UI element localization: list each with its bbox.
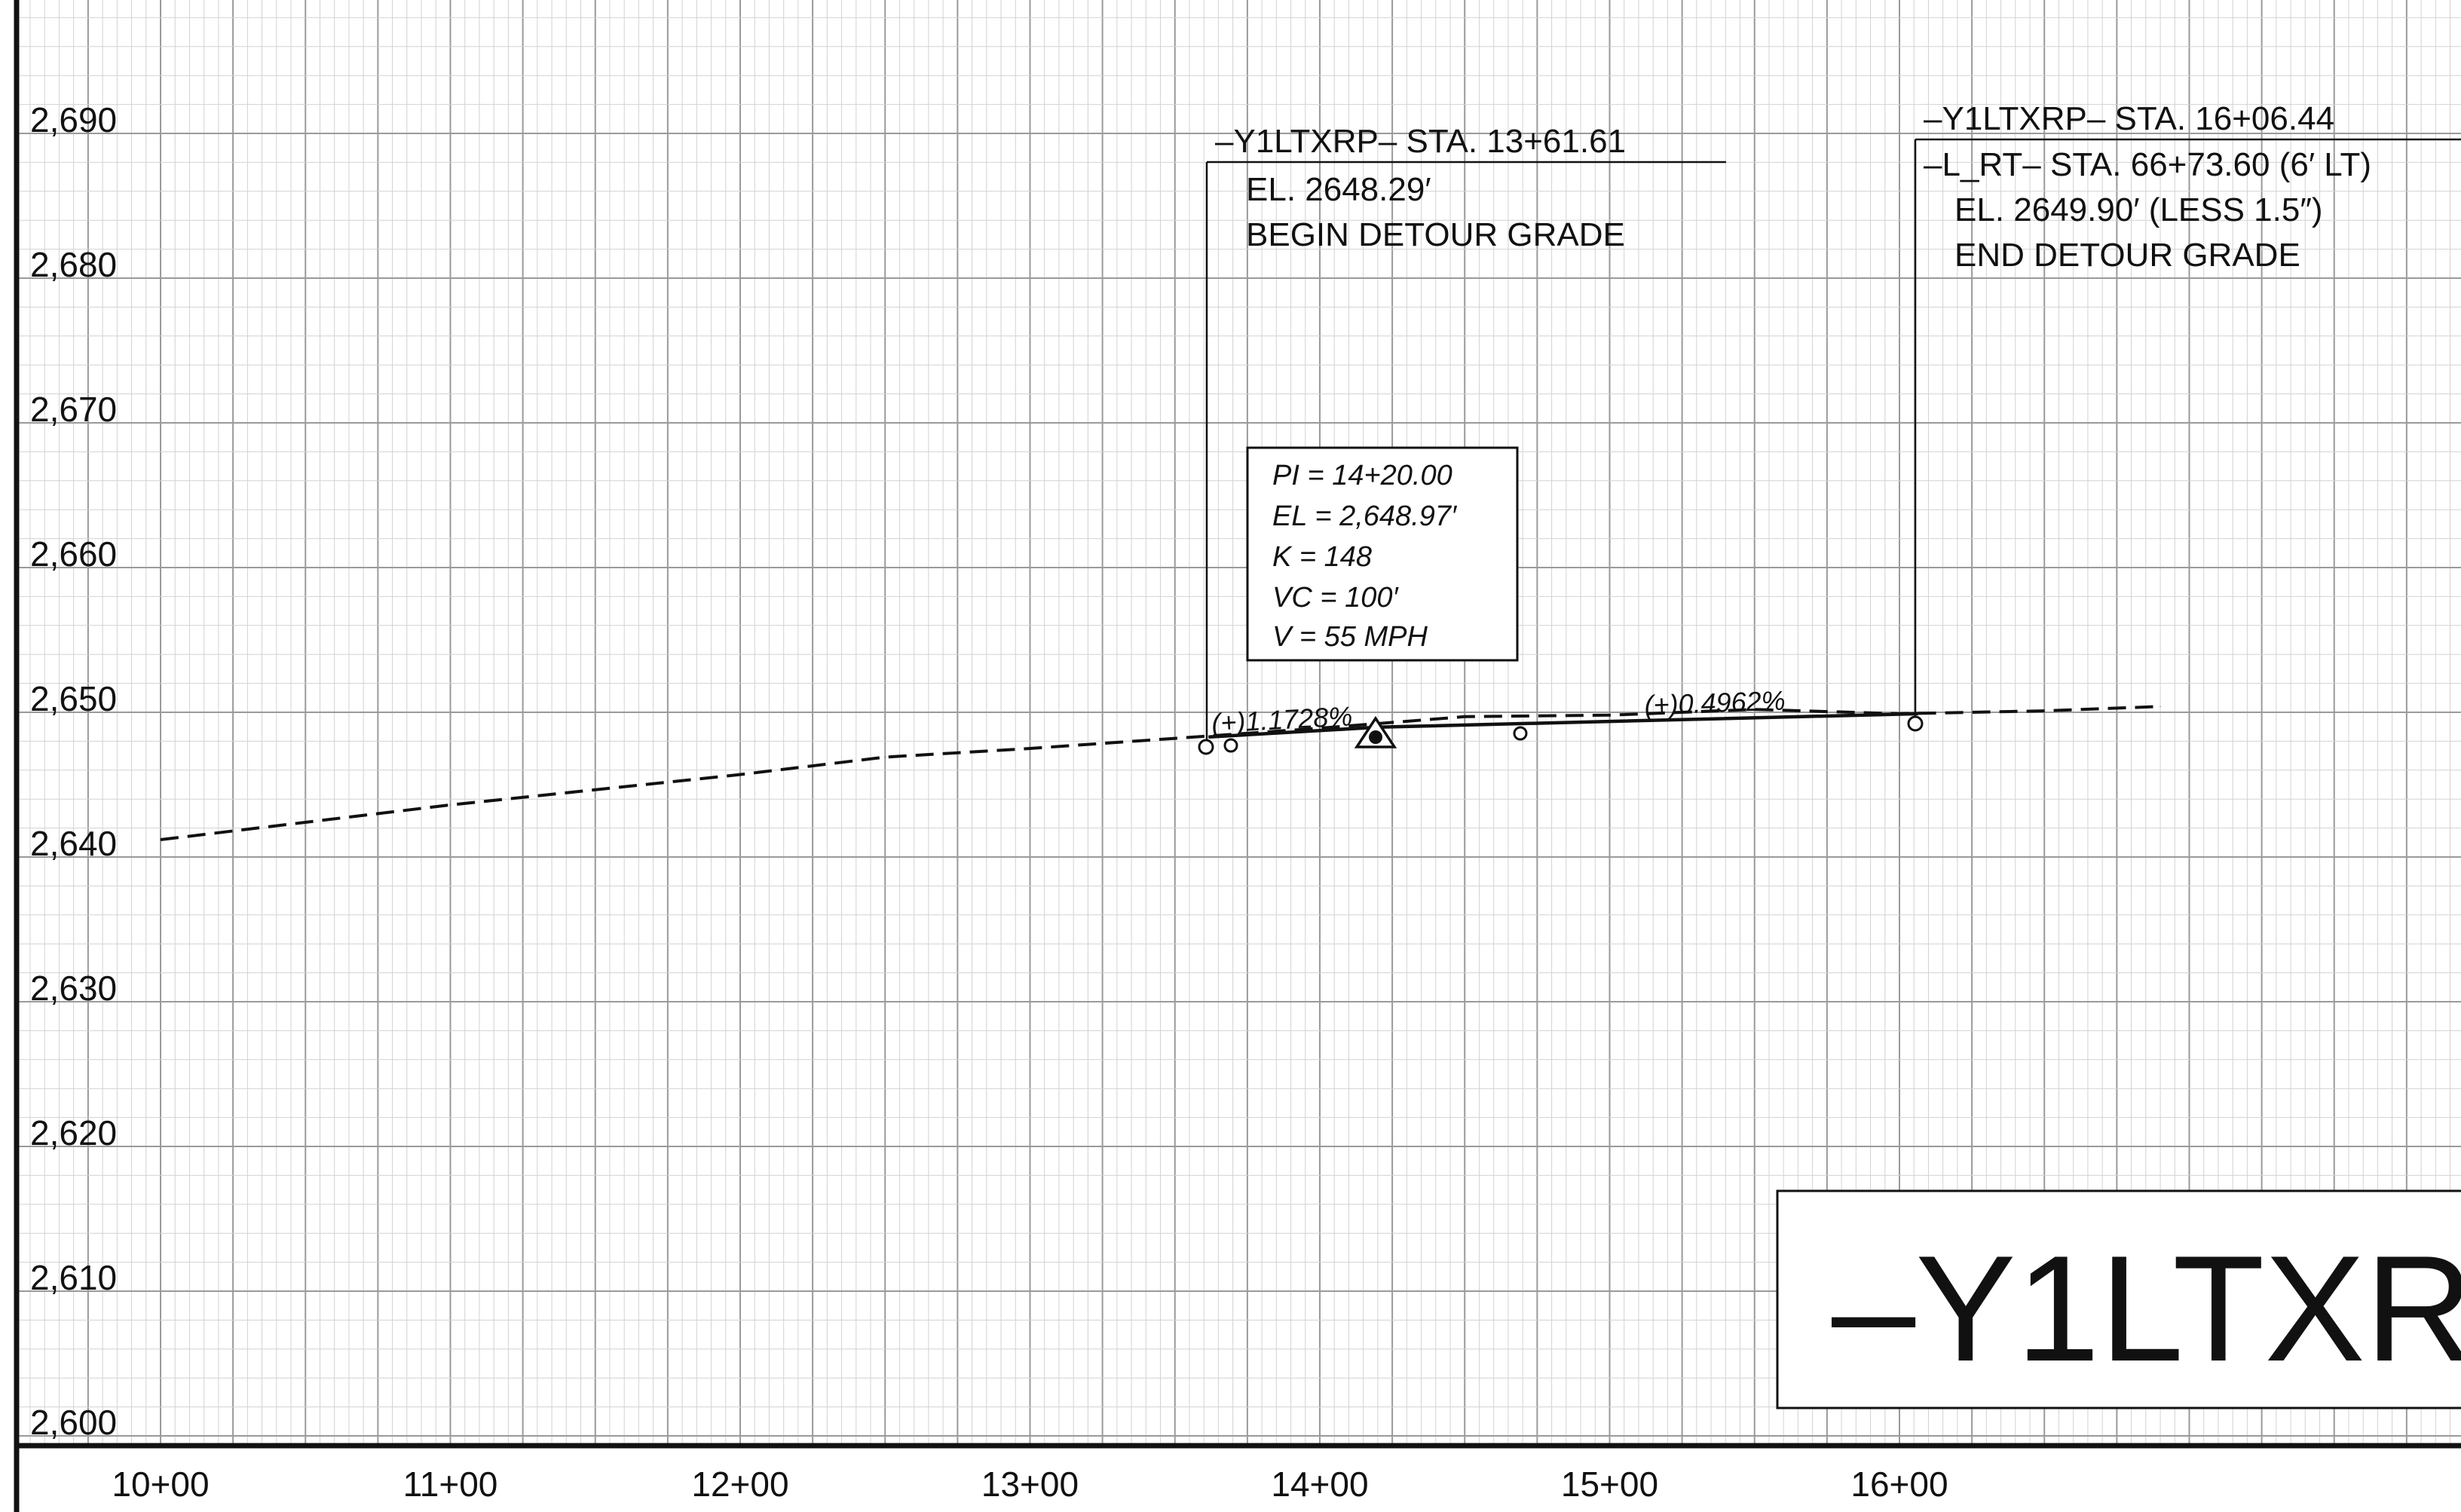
existing-ground-vertex (2043, 710, 2045, 712)
y-tick-label: 2,680 (30, 245, 117, 284)
grade-label-right: (+)0.4962% (1644, 684, 1786, 721)
y-tick-label: 2,660 (30, 534, 117, 574)
profile-title-box: –Y1LTXRP (1776, 1189, 2461, 1409)
profile-title: –Y1LTXRP (1832, 1225, 2461, 1393)
pvc-point-marker (1223, 738, 1238, 753)
pi-speed-label: V = 55 MPH (1272, 621, 1428, 653)
existing-ground-vertex (2159, 705, 2161, 707)
y-tick-label: 2,650 (30, 679, 117, 718)
y-axis-tick-labels: 2,690 2,680 2,670 2,660 2,650 2,640 2,630 2,620… (30, 100, 117, 1442)
existing-ground-vertex (1319, 727, 1321, 729)
existing-ground-vertex (1174, 738, 1176, 739)
x-tick-label: 15+00 (1561, 1465, 1658, 1504)
x-tick-label: 13+00 (981, 1465, 1079, 1504)
profile-markers (1198, 715, 1924, 755)
begin-grade-label: BEGIN DETOUR GRADE (1246, 216, 1625, 253)
end-station-label: –Y1LTXRP– STA. 16+06.44 (1924, 100, 2334, 137)
y-tick-label: 2,690 (30, 100, 117, 139)
existing-ground-vertex (450, 804, 451, 806)
y-tick-label: 2,610 (30, 1258, 117, 1297)
end-l-rt-station-label: –L_RT– STA. 66+73.60 (6′ LT) (1924, 146, 2371, 183)
end-grade-label: END DETOUR GRADE (1954, 237, 2300, 274)
pi-elevation-label: EL = 2,648.97′ (1272, 500, 1458, 532)
y-tick-label: 2,630 (30, 969, 117, 1008)
pi-dot-marker (1369, 730, 1382, 744)
title-box-frame (1776, 1189, 2461, 1409)
y-tick-label: 2,620 (30, 1113, 117, 1152)
existing-ground-vertex (739, 774, 741, 776)
x-tick-label: 12+00 (691, 1465, 788, 1504)
end-point-marker (1907, 715, 1924, 732)
end-elevation-label: EL. 2649.90′ (LESS 1.5″) (1954, 191, 2323, 228)
begin-callout: –Y1LTXRP– STA. 13+61.61 EL. 2648.29′ BEG… (1205, 123, 1726, 746)
y-tick-label: 2,670 (30, 390, 117, 429)
x-tick-label: 14+00 (1271, 1465, 1368, 1504)
pi-info-box: PI = 14+20.00 EL = 2,648.97′ K = 148 VC … (1246, 446, 1519, 662)
x-tick-label: 16+00 (1850, 1465, 1948, 1504)
pi-vc-label: VC = 100′ (1272, 582, 1399, 614)
pvt-point-marker (1513, 726, 1528, 741)
begin-point-marker (1198, 739, 1214, 755)
existing-ground-vertex (884, 757, 886, 758)
existing-ground-vertex (1754, 709, 1755, 710)
y-tick-label: 2,640 (30, 824, 117, 863)
pi-station-label: PI = 14+20.00 (1272, 460, 1452, 491)
pi-box-frame (1246, 446, 1519, 662)
detour-grade-vertex (1208, 736, 1209, 738)
begin-elevation-label: EL. 2648.29′ (1246, 171, 1431, 208)
y-tick-label: 2,600 (30, 1403, 117, 1442)
end-callout: –Y1LTXRP– STA. 16+06.44 –L_RT– STA. 66+7… (1914, 100, 2461, 724)
x-tick-label: 10+00 (112, 1465, 209, 1504)
x-tick-label: 11+00 (403, 1465, 498, 1504)
x-axis-tick-labels: 10+00 11+00 12+00 13+00 14+00 15+00 16+00 (112, 1465, 1948, 1504)
pi-k-label: K = 148 (1272, 541, 1372, 573)
begin-station-label: –Y1LTXRP– STA. 13+61.61 (1215, 123, 1626, 160)
